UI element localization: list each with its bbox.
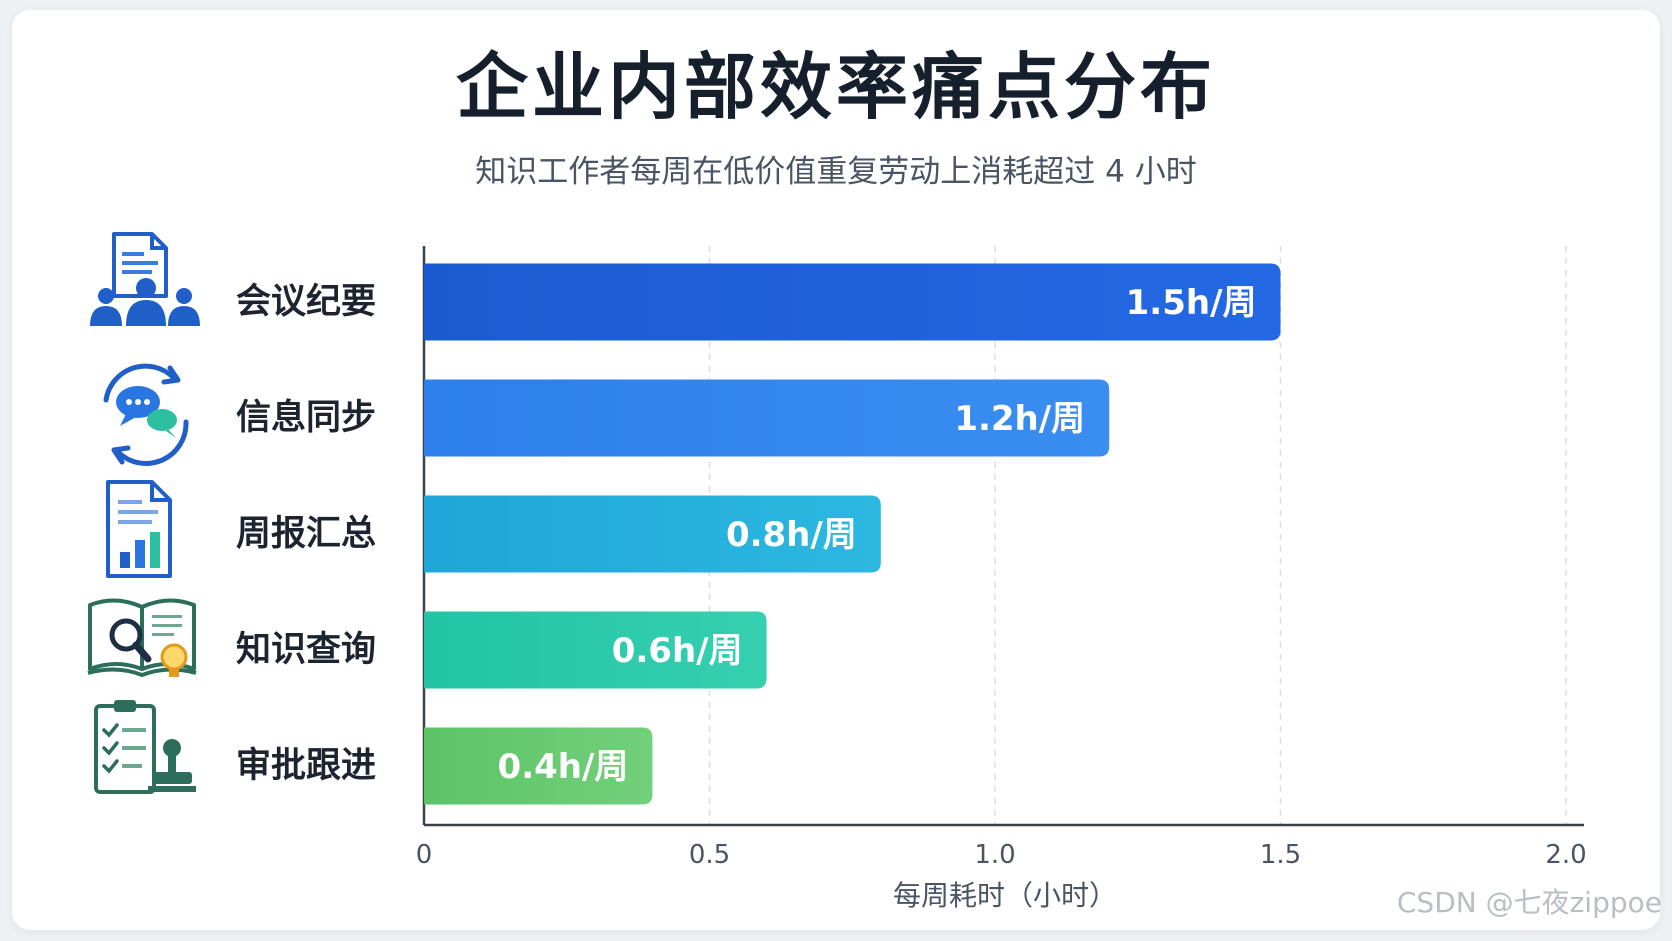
- meeting-notes-icon: [90, 232, 200, 326]
- bar-3: [424, 611, 767, 689]
- category-label-4: 审批跟进: [236, 746, 377, 786]
- category-label-0: 会议纪要: [236, 282, 377, 322]
- bar-value-label-1: 1.2h/周: [954, 399, 1085, 439]
- x-tick-label-2: 1.0: [974, 840, 1015, 870]
- x-tick-label-1: 0.5: [689, 840, 730, 870]
- x-tick-label-0: 0: [416, 840, 433, 870]
- bar-2: [424, 495, 881, 573]
- book-search-icon: [87, 598, 197, 678]
- chart-title: 企业内部效率痛点分布: [455, 45, 1216, 129]
- bar-4: [424, 727, 653, 805]
- bar-value-label-2: 0.8h/周: [726, 515, 857, 555]
- bar-value-label-3: 0.6h/周: [612, 631, 743, 671]
- category-label-1: 信息同步: [236, 398, 377, 438]
- category-label-2: 周报汇总: [236, 514, 377, 554]
- bar-0: [424, 263, 1281, 341]
- sync-chat-icon: [103, 363, 189, 466]
- chart-card: [12, 10, 1660, 930]
- x-axis-title: 每周耗时（小时）: [893, 879, 1117, 912]
- x-tick-label-4: 2.0: [1545, 840, 1586, 870]
- bar-1: [424, 379, 1110, 457]
- bar-value-label-4: 0.4h/周: [498, 747, 629, 787]
- chart-subtitle: 知识工作者每周在低价值重复劳动上消耗超过 4 小时: [475, 154, 1197, 190]
- bar-value-label-0: 1.5h/周: [1126, 283, 1257, 323]
- category-label-3: 知识查询: [236, 630, 377, 670]
- report-chart-icon: [106, 480, 172, 578]
- x-tick-label-3: 1.5: [1260, 840, 1301, 870]
- watermark: CSDN @七夜zippoe: [1396, 886, 1662, 919]
- approval-checklist-icon: [94, 700, 196, 794]
